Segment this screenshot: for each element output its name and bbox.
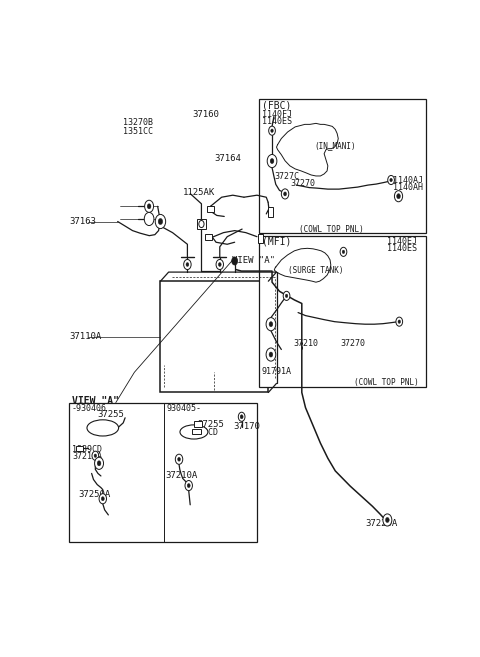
Text: 37210A: 37210A <box>72 452 102 461</box>
Circle shape <box>281 189 289 199</box>
Circle shape <box>385 518 389 522</box>
Circle shape <box>155 214 166 229</box>
Text: 13270B: 13270B <box>123 118 153 127</box>
Text: -930406: -930406 <box>72 404 107 413</box>
Text: (FBC): (FBC) <box>262 101 291 110</box>
Circle shape <box>396 194 400 198</box>
Text: 1140FJ: 1140FJ <box>262 110 292 119</box>
Text: 37270: 37270 <box>290 179 316 188</box>
Circle shape <box>383 514 392 526</box>
Text: 1140ES: 1140ES <box>262 117 292 126</box>
Circle shape <box>185 480 192 491</box>
FancyBboxPatch shape <box>259 99 426 233</box>
FancyBboxPatch shape <box>160 281 268 392</box>
FancyBboxPatch shape <box>69 403 257 542</box>
Polygon shape <box>76 445 83 451</box>
Polygon shape <box>205 234 212 240</box>
Text: 37110A: 37110A <box>69 332 102 342</box>
Circle shape <box>390 178 392 182</box>
Circle shape <box>283 291 290 300</box>
Text: 37160: 37160 <box>192 110 219 119</box>
Text: 1140EJ: 1140EJ <box>387 237 418 246</box>
Ellipse shape <box>180 425 208 439</box>
Text: 37255: 37255 <box>198 420 225 430</box>
Circle shape <box>388 175 395 185</box>
Polygon shape <box>207 206 214 212</box>
Circle shape <box>216 260 224 269</box>
Text: VIEW "A": VIEW "A" <box>72 396 119 405</box>
Text: 37250A: 37250A <box>79 490 111 499</box>
Text: 1140ES: 1140ES <box>387 244 418 254</box>
Text: 37170: 37170 <box>233 422 260 432</box>
Text: VIEW "A": VIEW "A" <box>232 256 275 265</box>
Text: 37164: 37164 <box>215 154 241 163</box>
Text: 37255: 37255 <box>97 410 124 419</box>
Text: 930405-: 930405- <box>166 404 201 413</box>
Polygon shape <box>192 429 201 434</box>
Circle shape <box>340 247 347 256</box>
Circle shape <box>144 200 154 212</box>
Circle shape <box>398 320 400 323</box>
Circle shape <box>269 352 273 357</box>
Text: (SURGE TANK): (SURGE TANK) <box>288 266 344 275</box>
Circle shape <box>175 454 183 464</box>
Circle shape <box>271 129 273 133</box>
Bar <box>197 219 206 229</box>
Circle shape <box>94 454 96 457</box>
Polygon shape <box>194 421 202 427</box>
Text: (MFI): (MFI) <box>262 237 291 247</box>
Text: (COWL TOP PNL): (COWL TOP PNL) <box>299 225 364 234</box>
Circle shape <box>270 158 274 164</box>
Ellipse shape <box>87 420 119 436</box>
Circle shape <box>95 457 104 469</box>
Circle shape <box>218 263 221 267</box>
Polygon shape <box>258 234 263 242</box>
Circle shape <box>267 154 277 168</box>
Circle shape <box>92 451 99 461</box>
Text: 37210A: 37210A <box>165 472 197 480</box>
Circle shape <box>199 221 204 227</box>
Text: 1140AJ: 1140AJ <box>393 175 423 185</box>
Circle shape <box>284 192 287 196</box>
Circle shape <box>285 294 288 298</box>
Text: 3727C: 3727C <box>274 173 299 181</box>
Circle shape <box>238 412 245 421</box>
Text: (COWL TOP PNL): (COWL TOP PNL) <box>354 378 419 387</box>
Text: 91791A: 91791A <box>262 367 292 376</box>
Circle shape <box>158 219 163 225</box>
Circle shape <box>97 461 101 466</box>
Text: 37163: 37163 <box>69 217 96 226</box>
Text: 1140AH: 1140AH <box>393 183 423 192</box>
Circle shape <box>395 191 403 202</box>
Circle shape <box>144 212 154 225</box>
Text: 37210: 37210 <box>294 340 319 348</box>
Text: 1339CD: 1339CD <box>72 445 102 453</box>
Polygon shape <box>268 207 273 217</box>
Circle shape <box>269 322 273 327</box>
Circle shape <box>396 317 403 327</box>
Text: 1339CD: 1339CD <box>188 428 218 438</box>
Circle shape <box>266 317 276 330</box>
Circle shape <box>178 457 180 461</box>
Circle shape <box>147 204 151 209</box>
Circle shape <box>240 415 243 419</box>
Text: 1351CC: 1351CC <box>123 127 153 137</box>
Circle shape <box>187 484 190 487</box>
Circle shape <box>266 348 276 361</box>
Circle shape <box>269 126 276 135</box>
Text: 37220A: 37220A <box>365 518 397 528</box>
Text: (IN_MANI): (IN_MANI) <box>314 141 356 150</box>
Text: 1125AK: 1125AK <box>183 188 215 197</box>
Text: 37270: 37270 <box>341 340 366 348</box>
Circle shape <box>101 497 104 501</box>
FancyBboxPatch shape <box>259 236 426 388</box>
Circle shape <box>184 260 191 269</box>
Circle shape <box>99 493 107 504</box>
Circle shape <box>186 263 189 267</box>
Circle shape <box>342 250 345 254</box>
Circle shape <box>232 257 238 265</box>
